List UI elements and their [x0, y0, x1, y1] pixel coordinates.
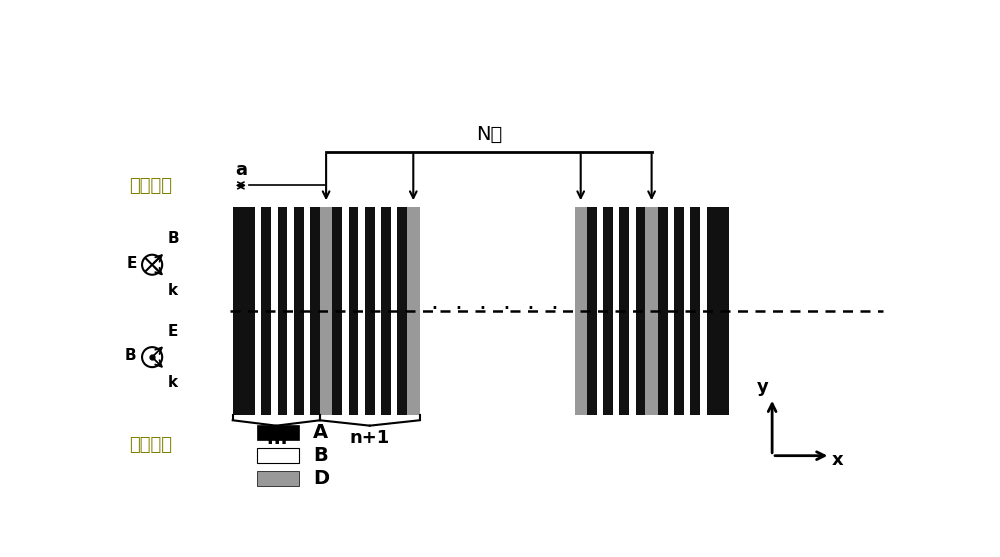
Bar: [716, 207, 729, 415]
Bar: [407, 207, 420, 415]
Bar: [668, 207, 674, 415]
Bar: [375, 207, 381, 415]
Bar: [255, 207, 261, 415]
Bar: [271, 207, 278, 415]
Bar: [658, 207, 668, 415]
Text: E: E: [167, 324, 178, 339]
Text: y: y: [757, 378, 769, 396]
Bar: [613, 207, 619, 415]
Bar: [674, 207, 684, 415]
Text: a: a: [235, 162, 247, 179]
Bar: [294, 207, 304, 415]
Bar: [629, 207, 636, 415]
Bar: [320, 207, 332, 415]
Text: n+1: n+1: [350, 429, 390, 447]
Bar: [287, 207, 294, 415]
Bar: [645, 207, 658, 415]
Bar: [619, 207, 629, 415]
Bar: [603, 207, 613, 415]
Text: D: D: [313, 470, 329, 488]
Bar: [332, 207, 342, 415]
Bar: [304, 207, 310, 415]
Bar: [278, 207, 287, 415]
Bar: [257, 448, 299, 463]
Text: B: B: [167, 231, 179, 246]
Bar: [261, 207, 271, 415]
Text: E: E: [126, 256, 137, 271]
Text: k: k: [167, 283, 178, 298]
Bar: [597, 207, 603, 415]
Bar: [257, 425, 299, 440]
Bar: [684, 207, 690, 415]
Bar: [391, 207, 397, 415]
Bar: [257, 471, 299, 486]
Text: 横向磁场: 横向磁场: [129, 437, 172, 455]
Bar: [707, 207, 716, 415]
Bar: [349, 207, 358, 415]
Bar: [381, 207, 391, 415]
Bar: [636, 207, 645, 415]
Bar: [700, 207, 707, 415]
Text: B: B: [313, 446, 328, 465]
Bar: [574, 207, 587, 415]
Bar: [342, 207, 349, 415]
Bar: [310, 207, 320, 415]
Bar: [690, 207, 700, 415]
Text: m: m: [266, 429, 286, 448]
Text: ·  ·  ·  ·  ·  ·: · · · · · ·: [431, 297, 559, 321]
Bar: [245, 207, 255, 415]
Bar: [587, 207, 597, 415]
Text: 横向电场: 横向电场: [129, 178, 172, 196]
Text: N个: N个: [476, 125, 502, 144]
Text: x: x: [832, 451, 844, 469]
Text: A: A: [313, 423, 328, 442]
Bar: [397, 207, 407, 415]
Bar: [233, 207, 245, 415]
Bar: [358, 207, 365, 415]
Text: B: B: [125, 348, 137, 363]
Bar: [365, 207, 375, 415]
Text: k: k: [167, 375, 178, 390]
